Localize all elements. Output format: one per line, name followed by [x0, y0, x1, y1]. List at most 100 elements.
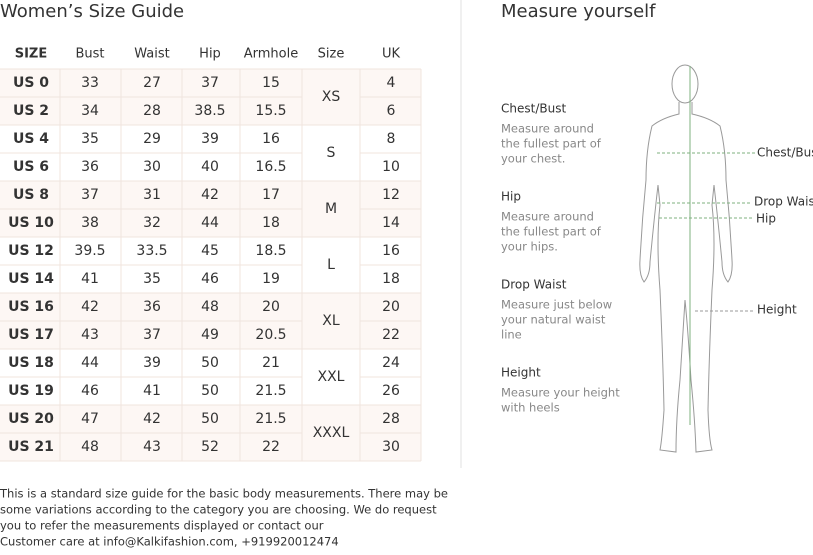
- table-cell: 16: [262, 131, 280, 147]
- table-cell: 28: [382, 411, 400, 427]
- table-cell: 21.5: [255, 411, 286, 427]
- table-cell: 43: [143, 439, 161, 455]
- size-group: XXXL: [313, 425, 350, 441]
- table-cell: 20.5: [255, 327, 286, 343]
- row-shade: [0, 209, 421, 237]
- table-cell: 21.5: [255, 383, 286, 399]
- table-cell: 12: [382, 187, 400, 203]
- size-group: XL: [322, 313, 340, 329]
- footer-line: some variations according to the categor…: [0, 503, 437, 517]
- table-cell: 16.5: [255, 159, 286, 175]
- table-cell: 26: [382, 383, 400, 399]
- size-label: US 2: [13, 103, 49, 119]
- size-label: US 12: [8, 243, 54, 259]
- table-cell: 44: [81, 355, 99, 371]
- measure-desc: your hips.: [501, 240, 558, 254]
- row-shade: [0, 181, 421, 209]
- measure-desc: the fullest part of: [501, 225, 602, 239]
- row-shade: [0, 293, 421, 321]
- table-cell: 48: [81, 439, 99, 455]
- table-cell: 49: [201, 327, 219, 343]
- table-cell: 50: [201, 383, 219, 399]
- size-label: US 21: [8, 439, 54, 455]
- table-cell: 20: [382, 299, 400, 315]
- size-label: US 17: [8, 327, 54, 343]
- figure-annotation: Chest/Bust: [757, 146, 813, 160]
- table-cell: 42: [201, 187, 219, 203]
- table-cell: 40: [201, 159, 219, 175]
- measure-desc: Measure around: [501, 122, 594, 136]
- table-header: Hip: [199, 47, 221, 62]
- table-cell: 17: [262, 187, 280, 203]
- size-label: US 10: [8, 215, 54, 231]
- body-figure: [639, 64, 755, 453]
- size-label: US 14: [8, 271, 54, 287]
- size-label: US 18: [8, 355, 54, 371]
- measure-desc: your natural waist: [501, 313, 606, 327]
- size-label: US 8: [13, 187, 49, 203]
- table-cell: 42: [81, 299, 99, 315]
- table-cell: 31: [143, 187, 161, 203]
- measure-desc: with heels: [501, 401, 560, 415]
- size-label: US 6: [13, 159, 49, 175]
- table-cell: 15.5: [255, 103, 286, 119]
- table-cell: 42: [143, 411, 161, 427]
- row-shade: [0, 405, 421, 433]
- table-cell: 47: [81, 411, 99, 427]
- table-cell: 35: [143, 271, 161, 287]
- table-cell: 15: [262, 75, 280, 91]
- table-cell: 29: [143, 131, 161, 147]
- table-cell: 38.5: [194, 103, 225, 119]
- table-cell: 34: [81, 103, 99, 119]
- footer-line: you to refer the measurements displayed …: [0, 519, 324, 533]
- table-cell: 33.5: [136, 243, 167, 259]
- size-label: US 16: [8, 299, 54, 315]
- table-cell: 37: [201, 75, 219, 91]
- table-cell: 4: [387, 75, 396, 91]
- table-cell: 43: [81, 327, 99, 343]
- footer-line: This is a standard size guide for the ba…: [0, 487, 448, 501]
- table-cell: 20: [262, 299, 280, 315]
- table-cell: 52: [201, 439, 219, 455]
- table-cell: 16: [382, 243, 400, 259]
- table-cell: 39: [143, 355, 161, 371]
- table-header: Waist: [134, 47, 169, 62]
- measure-label: Chest/Bust: [501, 102, 566, 116]
- table-cell: 46: [201, 271, 219, 287]
- size-label: US 0: [13, 75, 49, 91]
- table-cell: 32: [143, 215, 161, 231]
- table-cell: 50: [201, 355, 219, 371]
- table-cell: 37: [143, 327, 161, 343]
- table-cell: 24: [382, 355, 400, 371]
- table-cell: 39.5: [74, 243, 105, 259]
- table-header: Size: [318, 47, 345, 62]
- table-cell: 14: [382, 215, 400, 231]
- footer-line: Customer care at info@Kalkifashion.com, …: [0, 535, 339, 549]
- size-group: XXL: [318, 369, 345, 385]
- measure-desc: line: [501, 328, 522, 342]
- table-cell: 8: [387, 131, 396, 147]
- table-cell: 50: [201, 411, 219, 427]
- row-shade: [0, 321, 421, 349]
- table-cell: 36: [143, 299, 161, 315]
- table-cell: 48: [201, 299, 219, 315]
- row-shade: [0, 433, 421, 461]
- table-cell: 44: [201, 215, 219, 231]
- table-cell: 37: [81, 187, 99, 203]
- table-cell: 10: [382, 159, 400, 175]
- table-cell: 46: [81, 383, 99, 399]
- table-cell: 41: [81, 271, 99, 287]
- table-cell: 41: [143, 383, 161, 399]
- size-group: S: [327, 145, 336, 161]
- table-cell: 22: [382, 327, 400, 343]
- table-cell: 45: [201, 243, 219, 259]
- table-cell: 19: [262, 271, 280, 287]
- measure-label: Height: [501, 366, 541, 380]
- measure-desc: Measure your height: [501, 386, 620, 400]
- title: Women’s Size Guide: [0, 1, 184, 22]
- figure-annotation: Hip: [756, 212, 776, 226]
- table-header: Armhole: [244, 47, 298, 62]
- row-shade: [0, 97, 421, 125]
- table-cell: 28: [143, 103, 161, 119]
